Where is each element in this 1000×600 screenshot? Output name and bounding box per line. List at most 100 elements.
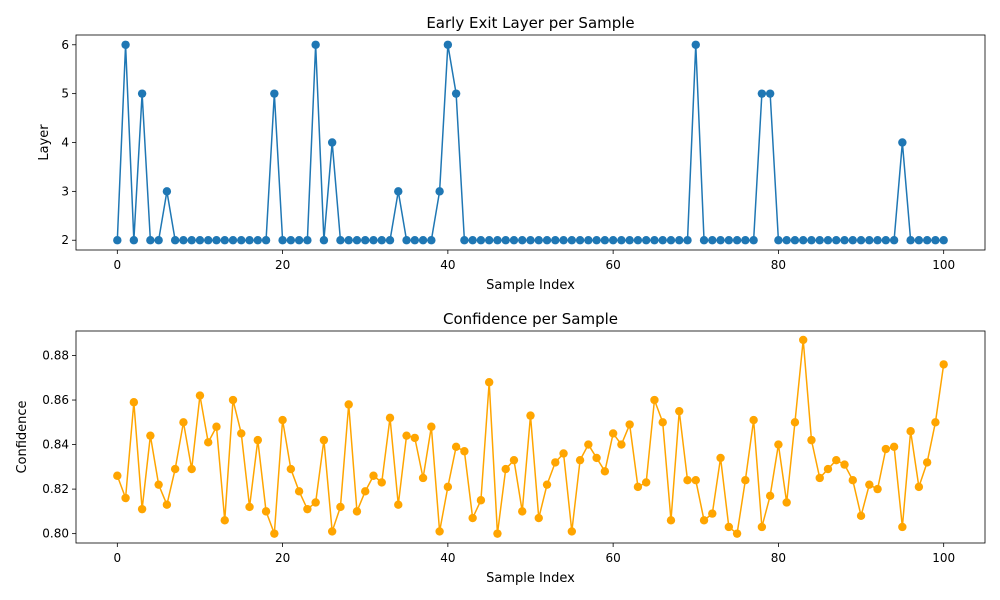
data-point (427, 422, 436, 431)
data-point (369, 236, 378, 245)
data-point (625, 420, 634, 429)
data-point (873, 236, 882, 245)
data-point (666, 236, 676, 245)
data-point (377, 478, 386, 487)
data-point (939, 360, 948, 369)
data-point (361, 487, 370, 496)
data-point (245, 236, 254, 245)
data-point (724, 236, 734, 245)
data-point (666, 516, 676, 525)
data-point (278, 415, 287, 425)
data-point (484, 236, 494, 245)
x-tick-label: 60 (605, 551, 620, 565)
data-point (526, 411, 535, 420)
data-point (856, 236, 866, 245)
data-point (865, 480, 874, 489)
data-point (732, 236, 742, 245)
data-point (319, 236, 329, 245)
x-tick-label: 40 (440, 551, 455, 565)
data-point (468, 236, 477, 245)
data-point (394, 500, 403, 509)
data-point (476, 496, 486, 505)
data-point (906, 427, 915, 436)
data-point (741, 236, 750, 245)
data-point (270, 89, 279, 98)
x-tick-label: 80 (771, 551, 786, 565)
data-point (385, 236, 395, 245)
data-point (658, 236, 667, 245)
data-point (584, 440, 593, 449)
data-point (774, 440, 783, 449)
data-point (551, 236, 560, 245)
data-point (129, 398, 139, 407)
data-point (757, 522, 767, 532)
y-axis-label: Layer (37, 124, 52, 161)
data-point (617, 440, 626, 449)
data-point (352, 507, 362, 516)
data-point (749, 236, 758, 245)
data-point (220, 516, 229, 525)
data-point (559, 236, 568, 245)
chart-title: Early Exit Layer per Sample (426, 14, 634, 32)
data-point (195, 391, 205, 400)
y-tick-label: 0.86 (42, 393, 69, 407)
y-tick-label: 0.84 (42, 438, 69, 452)
data-point (361, 236, 370, 245)
data-point (873, 484, 882, 494)
data-point (137, 504, 147, 514)
data-point (319, 435, 329, 445)
data-point (592, 236, 601, 245)
data-point (311, 40, 320, 49)
data-point (914, 482, 924, 492)
data-point (716, 453, 725, 463)
data-point (889, 442, 899, 451)
data-point (906, 236, 915, 245)
y-tick-label: 3 (61, 184, 69, 198)
data-point (699, 516, 709, 525)
data-point (493, 529, 502, 538)
data-point (484, 378, 494, 387)
data-point (385, 413, 395, 423)
data-point (220, 236, 229, 245)
data-point (212, 422, 221, 431)
data-point (675, 236, 684, 245)
data-point (542, 236, 552, 245)
data-point (509, 455, 519, 465)
data-point (617, 236, 626, 245)
data-point (327, 527, 337, 536)
data-point (336, 236, 345, 245)
data-point (129, 236, 139, 245)
data-point (691, 40, 700, 49)
data-point (898, 522, 907, 532)
axes-frame (75, 330, 986, 544)
x-tick-label: 0 (113, 258, 121, 272)
data-point (575, 455, 585, 465)
data-point (856, 511, 866, 521)
data-point (369, 471, 378, 480)
data-point (559, 449, 568, 458)
data-point (600, 236, 610, 245)
data-point (807, 236, 816, 245)
data-point (815, 473, 824, 483)
data-point (286, 464, 296, 474)
data-point (212, 236, 221, 245)
data-point (418, 473, 428, 483)
data-point (261, 507, 271, 516)
data-point (228, 395, 238, 405)
data-point (435, 187, 444, 196)
data-point (253, 236, 262, 245)
data-point (551, 458, 560, 467)
data-point (427, 236, 436, 245)
x-tick-label: 20 (275, 551, 290, 565)
y-tick-label: 0.88 (42, 348, 69, 362)
data-point (567, 527, 577, 536)
chart-1: Early Exit Layer per Sample Sample Index L… (37, 14, 986, 293)
data-point (443, 40, 453, 49)
data-point (749, 415, 758, 425)
data-point (245, 502, 254, 512)
data-point (765, 89, 775, 98)
data-point (790, 236, 800, 245)
data-point (931, 236, 940, 245)
data-point (509, 236, 519, 245)
